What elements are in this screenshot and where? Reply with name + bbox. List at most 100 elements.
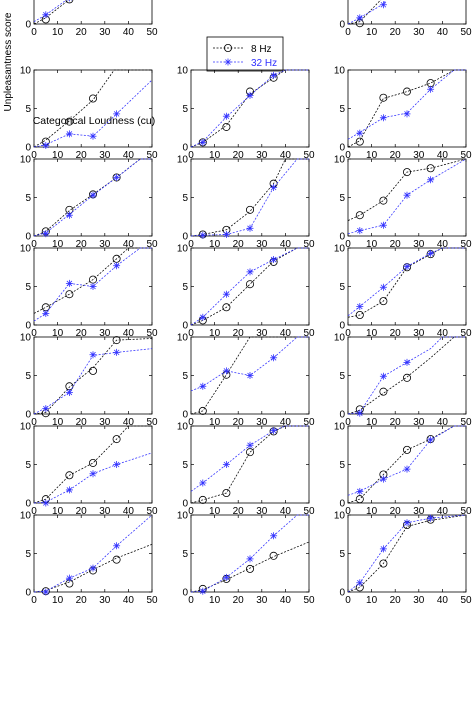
- x-tick-label: 10: [209, 417, 221, 428]
- x-tick-label: 40: [123, 595, 135, 606]
- data-point-32hz: [270, 427, 278, 435]
- x-tick-label: 30: [256, 506, 268, 517]
- x-tick-label: 10: [209, 150, 221, 161]
- x-tick-label: 30: [413, 27, 425, 38]
- data-point-8hz: [379, 297, 388, 306]
- data-point-8hz: [245, 205, 254, 214]
- data-point-8hz: [402, 168, 411, 177]
- x-tick-label: 40: [437, 417, 449, 428]
- data-point-32hz: [427, 514, 435, 522]
- x-tick-label: 0: [345, 27, 351, 38]
- x-tick-label: 10: [366, 150, 378, 161]
- data-point-32hz: [356, 579, 364, 587]
- x-tick-label: 50: [460, 27, 472, 38]
- data-point-8hz: [245, 564, 254, 573]
- x-tick-label: 40: [123, 150, 135, 161]
- data-point-8hz: [402, 373, 411, 382]
- y-tick-label: 10: [334, 422, 346, 433]
- data-point-8hz: [112, 555, 121, 564]
- x-tick-label: 40: [280, 417, 292, 428]
- data-point-32hz: [113, 110, 121, 118]
- y-tick-label: 0: [182, 588, 188, 599]
- y-tick-label: 5: [25, 549, 31, 560]
- x-tick-label: 10: [52, 417, 64, 428]
- data-point-8hz: [65, 0, 74, 4]
- data-point-32hz: [403, 110, 411, 118]
- data-point-32hz: [199, 231, 207, 239]
- data-point-8hz: [89, 366, 98, 375]
- data-point-32hz: [427, 85, 435, 93]
- data-point-8hz: [355, 495, 364, 504]
- data-point-32hz: [199, 382, 207, 390]
- x-tick-label: 30: [99, 417, 111, 428]
- x-tick-label: 10: [52, 595, 64, 606]
- x-tick-label: 10: [366, 27, 378, 38]
- chart-panel: 0 10 20 30 40 50 0 5 10: [334, 66, 472, 162]
- y-tick-label: 0: [25, 588, 31, 599]
- x-tick-label: 0: [31, 150, 37, 161]
- series-line-8hz: [190, 336, 309, 415]
- data-point-32hz: [222, 112, 230, 120]
- x-tick-label: 40: [280, 595, 292, 606]
- x-tick-label: 40: [123, 506, 135, 517]
- series-line-32hz: [190, 158, 309, 237]
- x-tick-label: 50: [146, 417, 158, 428]
- x-tick-label: 10: [52, 27, 64, 38]
- x-tick-label: 0: [188, 417, 194, 428]
- y-tick-label: 0: [25, 232, 31, 243]
- y-tick-label: 0: [339, 232, 345, 243]
- y-tick-label: 10: [20, 66, 32, 77]
- x-tick-label: 50: [460, 328, 472, 339]
- x-tick-label: 40: [280, 150, 292, 161]
- data-point-8hz: [89, 458, 98, 467]
- y-tick-label: 5: [339, 549, 345, 560]
- plot-frame: [33, 0, 153, 25]
- data-point-32hz: [403, 262, 411, 270]
- x-tick-label: 0: [345, 417, 351, 428]
- series-line-32hz: [190, 336, 309, 392]
- series-line-32hz: [190, 425, 309, 492]
- y-tick-label: 5: [25, 460, 31, 471]
- series-line-8hz: [347, 514, 467, 593]
- series-line-8hz: [33, 543, 153, 593]
- chart-panel: 0 10 20 30 40 50 0 5 10: [20, 511, 158, 607]
- x-tick-label: 40: [123, 417, 135, 428]
- data-point-32hz: [199, 587, 207, 595]
- x-tick-label: 50: [460, 595, 472, 606]
- chart-panel: 0 10 20 30 40 50 0 5 10: [177, 422, 315, 518]
- data-point-32hz: [222, 461, 230, 468]
- data-point-32hz: [246, 441, 254, 449]
- legend-marker-32hz: [224, 58, 232, 66]
- x-tick-label: 0: [345, 506, 351, 517]
- data-point-32hz: [270, 256, 278, 264]
- y-tick-label: 0: [339, 20, 345, 31]
- y-tick-label: 5: [25, 104, 31, 115]
- x-tick-label: 50: [146, 328, 158, 339]
- x-tick-label: 10: [366, 595, 378, 606]
- x-tick-label: 10: [209, 506, 221, 517]
- x-tick-label: 50: [146, 239, 158, 250]
- x-tick-label: 20: [233, 595, 245, 606]
- data-point-8hz: [355, 211, 364, 220]
- chart-panel: 0 10 20 30 40 50 0 5 10: [177, 66, 315, 162]
- y-tick-label: 10: [177, 155, 189, 166]
- x-tick-label: 50: [460, 506, 472, 517]
- y-tick-label: 5: [339, 104, 345, 115]
- data-point-8hz: [198, 138, 207, 147]
- data-point-32hz: [379, 475, 387, 483]
- data-point-32hz: [270, 532, 278, 540]
- series-line-8hz: [347, 336, 466, 415]
- x-tick-label: 30: [99, 328, 111, 339]
- chart-panel: 0 10 20 30 40 50 0 5 10: [20, 155, 158, 251]
- series-line-8hz: [33, 338, 153, 415]
- x-tick-label: 20: [390, 417, 402, 428]
- y-tick-label: 10: [20, 244, 32, 255]
- y-tick-label: 5: [182, 282, 188, 293]
- data-point-32hz: [199, 138, 207, 146]
- series-line-8hz: [190, 158, 309, 237]
- x-tick-label: 0: [31, 506, 37, 517]
- x-tick-label: 10: [366, 239, 378, 250]
- chart-panel: 0 10 20 30 40 50 0 5 10: [20, 244, 158, 340]
- data-point-32hz: [199, 313, 207, 321]
- data-point-32hz: [403, 465, 411, 473]
